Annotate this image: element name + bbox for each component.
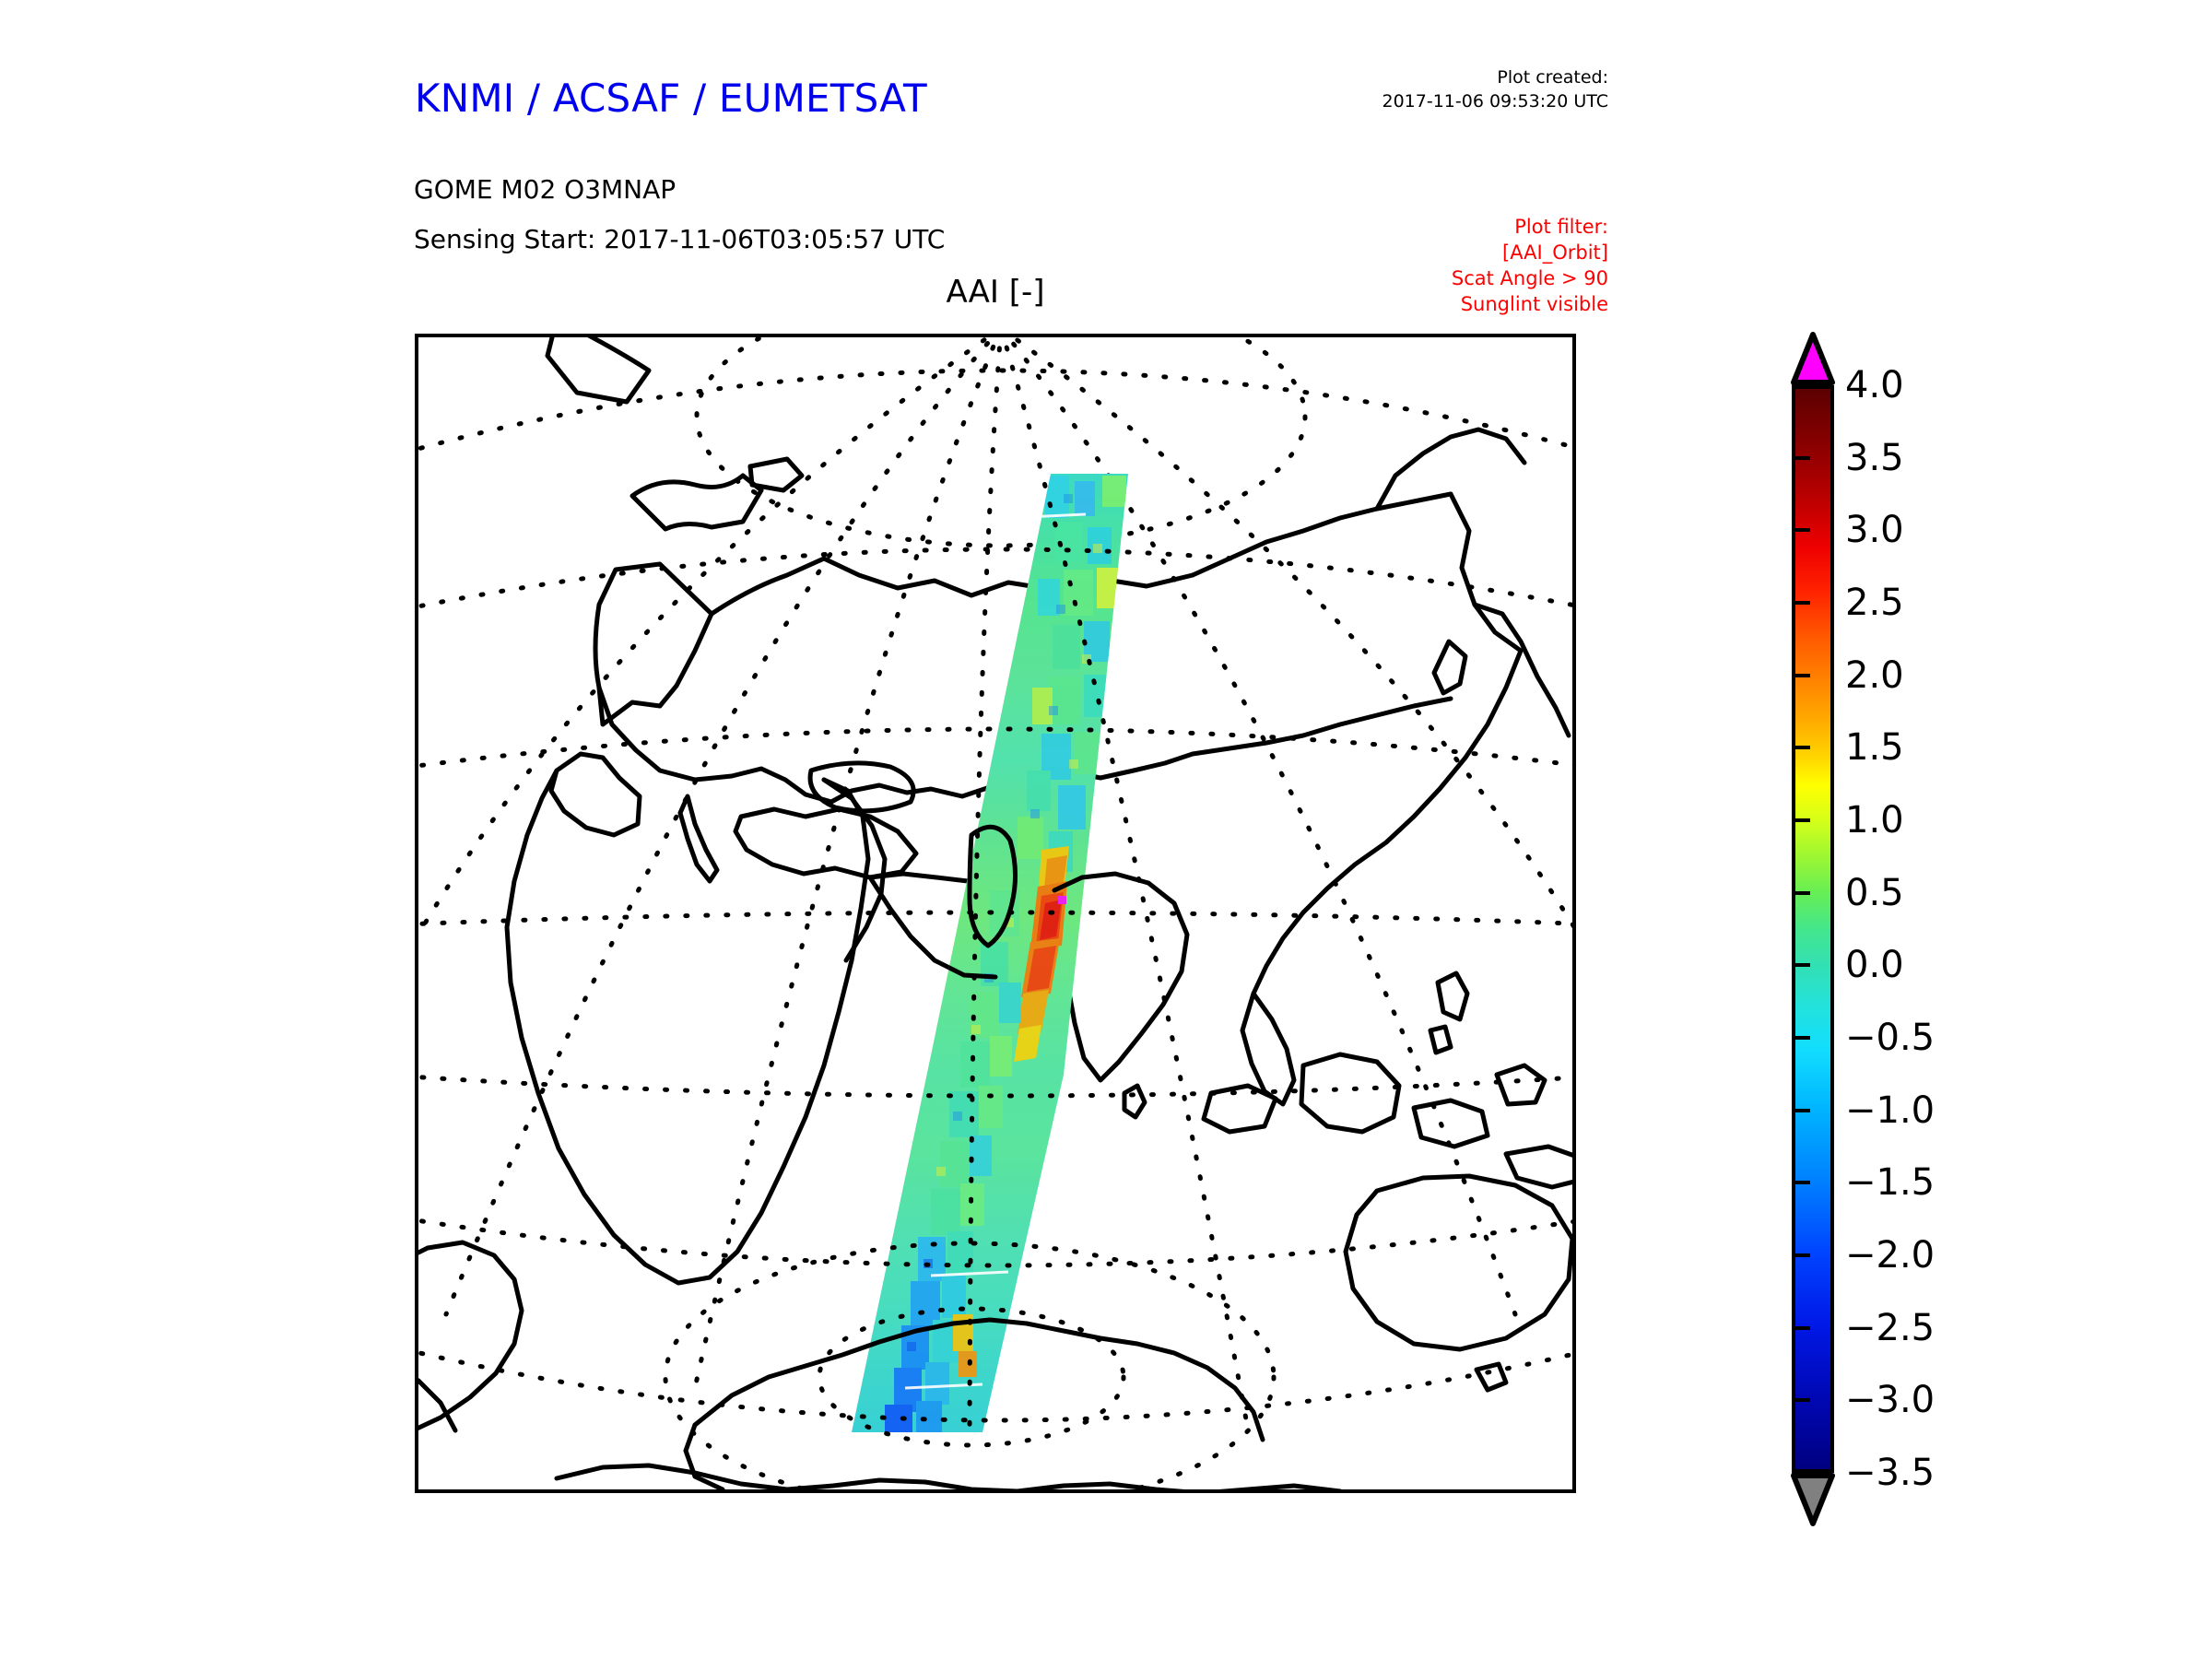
colorbar-tick-label: −2.0 (1845, 1234, 1936, 1277)
colorbar-tick (1792, 1253, 1810, 1257)
filter-line-0: Plot filter: (1514, 216, 1608, 238)
colorbar-over-arrow (1791, 332, 1835, 385)
colorbar-tick (1792, 1398, 1810, 1403)
colorbar-tick-label: −2.5 (1845, 1306, 1936, 1349)
colorbar-tick-label: 2.0 (1845, 653, 1904, 697)
colorbar-tick (1792, 673, 1810, 677)
colorbar-tick (1792, 455, 1810, 460)
colorbar-tick (1792, 1036, 1810, 1040)
colorbar-gradient (1792, 385, 1834, 1473)
colorbar: 4.0 3.5 3.0 2.5 2.0 1.5 1.0 0.5 0.0 −0.5 −1.0 −1.5 −… (1791, 330, 2179, 1526)
satellite-swath (852, 474, 1128, 1432)
colorbar-tick (1792, 890, 1810, 895)
colorbar-tick-label: −1.5 (1845, 1161, 1936, 1205)
colorbar-tick-label: 0.0 (1845, 944, 1904, 987)
colorbar-tick-label: 4.0 (1845, 364, 1904, 406)
colorbar-tick-label: 1.5 (1845, 726, 1904, 770)
colorbar-tick (1792, 963, 1810, 968)
plot-filter-block: Plot filter: [AAI_Orbit] Scat Angle > 90… (1452, 215, 1608, 318)
colorbar-tick (1792, 1181, 1810, 1185)
colorbar-tick-label: 2.5 (1845, 582, 1904, 624)
colorbar-tick (1792, 1108, 1810, 1112)
colorbar-tick-label: −1.0 (1845, 1088, 1936, 1132)
colorbar-under-arrow (1791, 1473, 1835, 1526)
colorbar-tick (1792, 601, 1810, 605)
graticule (418, 337, 1572, 1489)
colorbar-tick (1792, 746, 1810, 750)
coastlines (418, 337, 1572, 1489)
filter-line-3: Sunglint visible (1460, 292, 1608, 315)
plot-created-timestamp: 2017-11-06 09:53:20 UTC (1382, 90, 1609, 112)
organisation-title: KNMI / ACSAF / EUMETSAT (415, 76, 927, 121)
colorbar-tick (1792, 383, 1810, 387)
colorbar-tick (1792, 1471, 1810, 1475)
colorbar-tick-label: 3.5 (1845, 436, 1904, 479)
filter-line-2: Scat Angle > 90 (1451, 266, 1608, 289)
colorbar-tick-label: −3.5 (1845, 1452, 1936, 1494)
colorbar-tick-label: 1.0 (1845, 799, 1904, 841)
map-title: AAI [-] (946, 274, 1045, 311)
colorbar-tick (1792, 818, 1810, 822)
colorbar-ticks: 4.0 3.5 3.0 2.5 2.0 1.5 1.0 0.5 0.0 −0.5 −1.0 −1.5 −… (1792, 364, 1935, 1494)
filter-line-1: [AAI_Orbit] (1502, 241, 1608, 264)
colorbar-tick-label: 3.0 (1845, 509, 1904, 552)
plot-created-label: Plot created: (1497, 67, 1608, 88)
colorbar-tick-label: −3.0 (1845, 1379, 1936, 1422)
map-frame (415, 334, 1576, 1493)
colorbar-tick-label: 0.5 (1845, 871, 1904, 914)
sensing-start: Sensing Start: 2017-11-06T03:05:57 UTC (414, 224, 946, 254)
product-name: GOME M02 O3MNAP (414, 174, 677, 205)
colorbar-tick (1792, 528, 1810, 533)
plot-created-block: Plot created: 2017-11-06 09:53:20 UTC (1382, 66, 1609, 113)
map-canvas (418, 337, 1572, 1489)
colorbar-tick-label: −0.5 (1845, 1017, 1936, 1059)
colorbar-tick (1792, 1325, 1810, 1330)
